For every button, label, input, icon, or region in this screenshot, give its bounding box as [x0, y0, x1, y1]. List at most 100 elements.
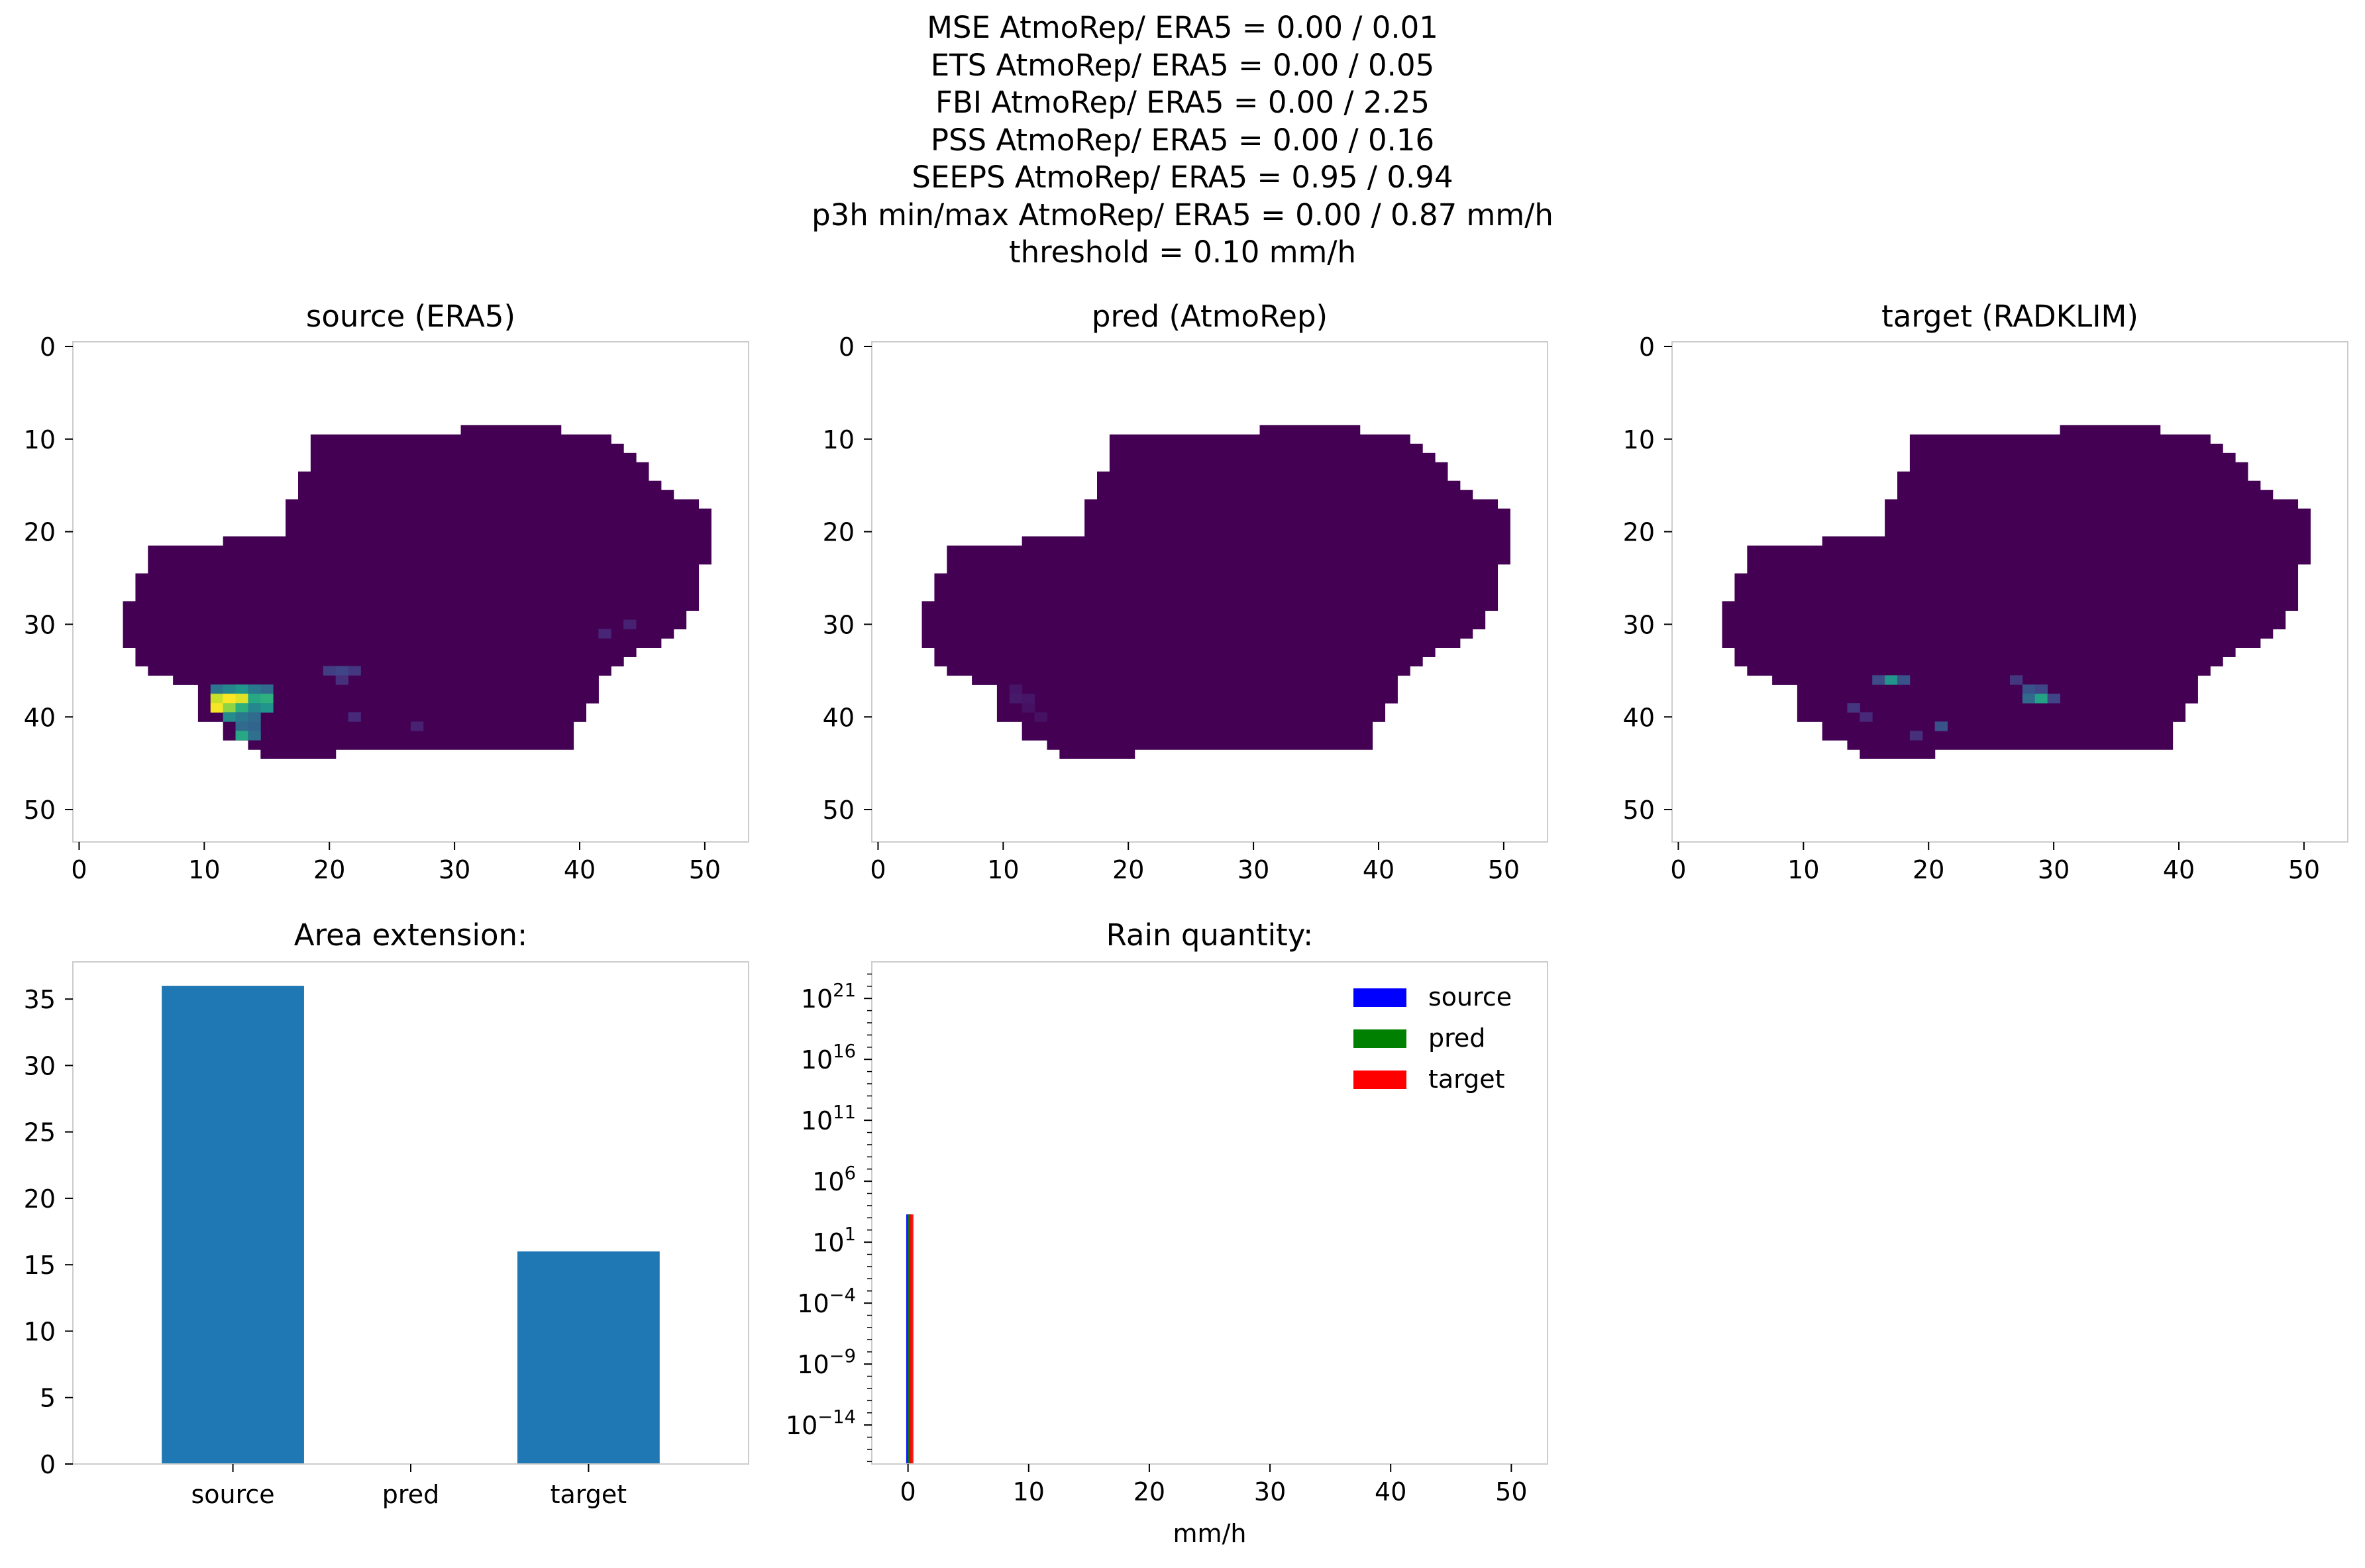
- heatmap-target-cell: [1909, 731, 1923, 741]
- axes-frame: [871, 341, 1548, 843]
- heatmap-pred-row-23: [947, 554, 1510, 565]
- y-tick-label: 30: [1623, 610, 1655, 639]
- x-tick-label: pred: [382, 1480, 439, 1509]
- legend-label-source: source: [1428, 982, 1512, 1012]
- heatmap-target-row-11: [1909, 443, 2223, 454]
- x-tick-label: 10: [987, 855, 1019, 884]
- heatmap-target-row-29: [1722, 610, 2286, 621]
- heatmap-source-cell: [210, 694, 224, 704]
- rain-quantity-panel: Rain quantity: 0 10 20 30 40 50 mm/h 10−14 10−9 10…: [786, 917, 1548, 1548]
- heatmap-target-row-34: [1734, 656, 2223, 666]
- figure-suptitle: MSE AtmoRep/ ERA5 = 0.00 / 0.01 ETS Atmo…: [0, 9, 2365, 272]
- heatmap-target-row-39: [1797, 703, 2186, 713]
- y-tick-label: 10: [823, 425, 855, 454]
- y-tick-label: 20: [823, 518, 855, 547]
- heatmap-pred-row-13: [1109, 462, 1448, 472]
- y-tick-label: 1021: [801, 980, 856, 1014]
- y-tick-label: 0: [40, 333, 56, 362]
- x-tick-label: 30: [439, 855, 470, 884]
- suptitle-line-seeps: SEEPS AtmoRep/ ERA5 = 0.95 / 0.94: [912, 160, 1453, 195]
- heatmap-target-row-22: [1747, 545, 2311, 556]
- heatmap-source-cell: [248, 694, 261, 704]
- heatmap-source-row-33: [135, 647, 637, 657]
- y-tick-label: 35: [24, 985, 56, 1014]
- y-tick-label: 0: [839, 333, 855, 362]
- heatmap-source-cell: [235, 731, 248, 741]
- legend-swatch-target: [1353, 1071, 1406, 1089]
- heatmap-source-row-18: [286, 508, 711, 519]
- heatmap-pred-row-24: [947, 564, 1498, 574]
- y-tick-label: 20: [24, 1184, 56, 1214]
- heatmap-pred-row-9: [1259, 425, 1361, 435]
- y-tick-label: 30: [823, 610, 855, 639]
- y-tick-label: 10: [24, 425, 56, 454]
- y-tick-label: 101: [812, 1224, 856, 1257]
- heatmap-pred-row-10: [1109, 434, 1410, 444]
- heatmap-target-cell: [2022, 684, 2036, 694]
- heatmap-source-row-20: [286, 527, 711, 537]
- y-tick-label: 50: [24, 796, 56, 825]
- heatmap-source-panel: source (ERA5) 0 10 20 30 40 50 0 10 20 30 40 50: [24, 299, 749, 884]
- panel-title: Area extension:: [294, 917, 527, 953]
- heatmap-target-cell: [2034, 694, 2048, 704]
- y-tick-label: 0: [40, 1450, 56, 1479]
- heatmap-source-row-30: [123, 619, 687, 630]
- heatmap-target-row-37: [1797, 684, 2198, 694]
- heatmap-target-row-43: [1847, 740, 2174, 750]
- heatmap-source-cell: [223, 684, 236, 694]
- y-tick-label: 20: [24, 518, 56, 547]
- heatmap-pred-row-25: [934, 573, 1498, 584]
- heatmap-source-row-34: [135, 656, 624, 666]
- heatmap-source-cell: [223, 694, 236, 704]
- heatmap-source-row-24: [148, 564, 700, 574]
- heatmap-target-row-32: [1722, 638, 2261, 648]
- heatmap-source-cell: [323, 666, 337, 676]
- legend-label-pred: pred: [1428, 1023, 1485, 1053]
- heatmap-target-row-31: [1722, 629, 2274, 639]
- y-tick-label: 10−14: [786, 1407, 856, 1440]
- heatmap-pred-row-26: [934, 582, 1498, 593]
- heatmap-source-row-37: [197, 684, 599, 694]
- suptitle-line-fbi: FBI AtmoRep/ ERA5 = 0.00 / 2.25: [935, 85, 1430, 120]
- heatmap-source-row-15: [298, 480, 662, 491]
- heatmap-target-row-40: [1797, 712, 2186, 722]
- x-tick-label: 50: [1488, 855, 1520, 884]
- heatmap-pred-row-30: [921, 619, 1486, 630]
- heatmap-target-row-30: [1722, 619, 2286, 630]
- y-tick-label: 30: [24, 610, 56, 639]
- heatmap-source-cell: [348, 712, 361, 722]
- heatmap-target-row-14: [1897, 471, 2248, 482]
- heatmap-source-row-27: [135, 592, 700, 602]
- heatmap-target-cell: [2022, 694, 2036, 704]
- y-tick-label: 50: [823, 796, 855, 825]
- bar-target: [517, 1251, 660, 1464]
- heatmap-target-cell: [1934, 721, 1948, 731]
- bar-source: [162, 986, 304, 1464]
- heatmap-source-row-21: [223, 536, 711, 547]
- heatmap-pred-cell: [1009, 684, 1023, 694]
- heatmap-target-cell: [1872, 675, 1885, 685]
- panel-title: pred (AtmoRep): [1092, 299, 1328, 334]
- heatmap-source-row-26: [135, 582, 700, 593]
- heatmap-source-row-25: [135, 573, 700, 584]
- heatmap-target-row-41: [1822, 721, 2174, 731]
- legend-label-target: target: [1428, 1065, 1505, 1094]
- heatmap-target-row-18: [1885, 508, 2311, 519]
- heatmap-source-cell: [335, 666, 348, 676]
- suptitle-line-ets: ETS AtmoRep/ ERA5 = 0.00 / 0.05: [930, 47, 1435, 83]
- heatmap-target-row-20: [1885, 527, 2311, 537]
- heatmap-pred-row-42: [1022, 731, 1373, 741]
- y-tick-label: 25: [24, 1118, 56, 1147]
- heatmap-pred-row-36: [972, 675, 1398, 685]
- heatmap-pred-row-39: [996, 703, 1386, 713]
- heatmap-target-cell: [1847, 703, 1860, 713]
- x-tick-label: 40: [1375, 1477, 1406, 1506]
- heatmap-target-row-35: [1747, 666, 2211, 676]
- heatmap-target-row-27: [1734, 592, 2299, 602]
- heatmap-source-row-32: [123, 638, 662, 648]
- heatmap-target-panel: target (RADKLIM) 0 10 20 30 40 50 0 10 20 30 40 50: [1623, 299, 2348, 884]
- heatmap-source-cell: [335, 675, 348, 685]
- heatmap-pred-row-27: [934, 592, 1498, 602]
- heatmap-pred-row-38: [996, 694, 1398, 704]
- y-tick-label: 20: [1623, 518, 1655, 547]
